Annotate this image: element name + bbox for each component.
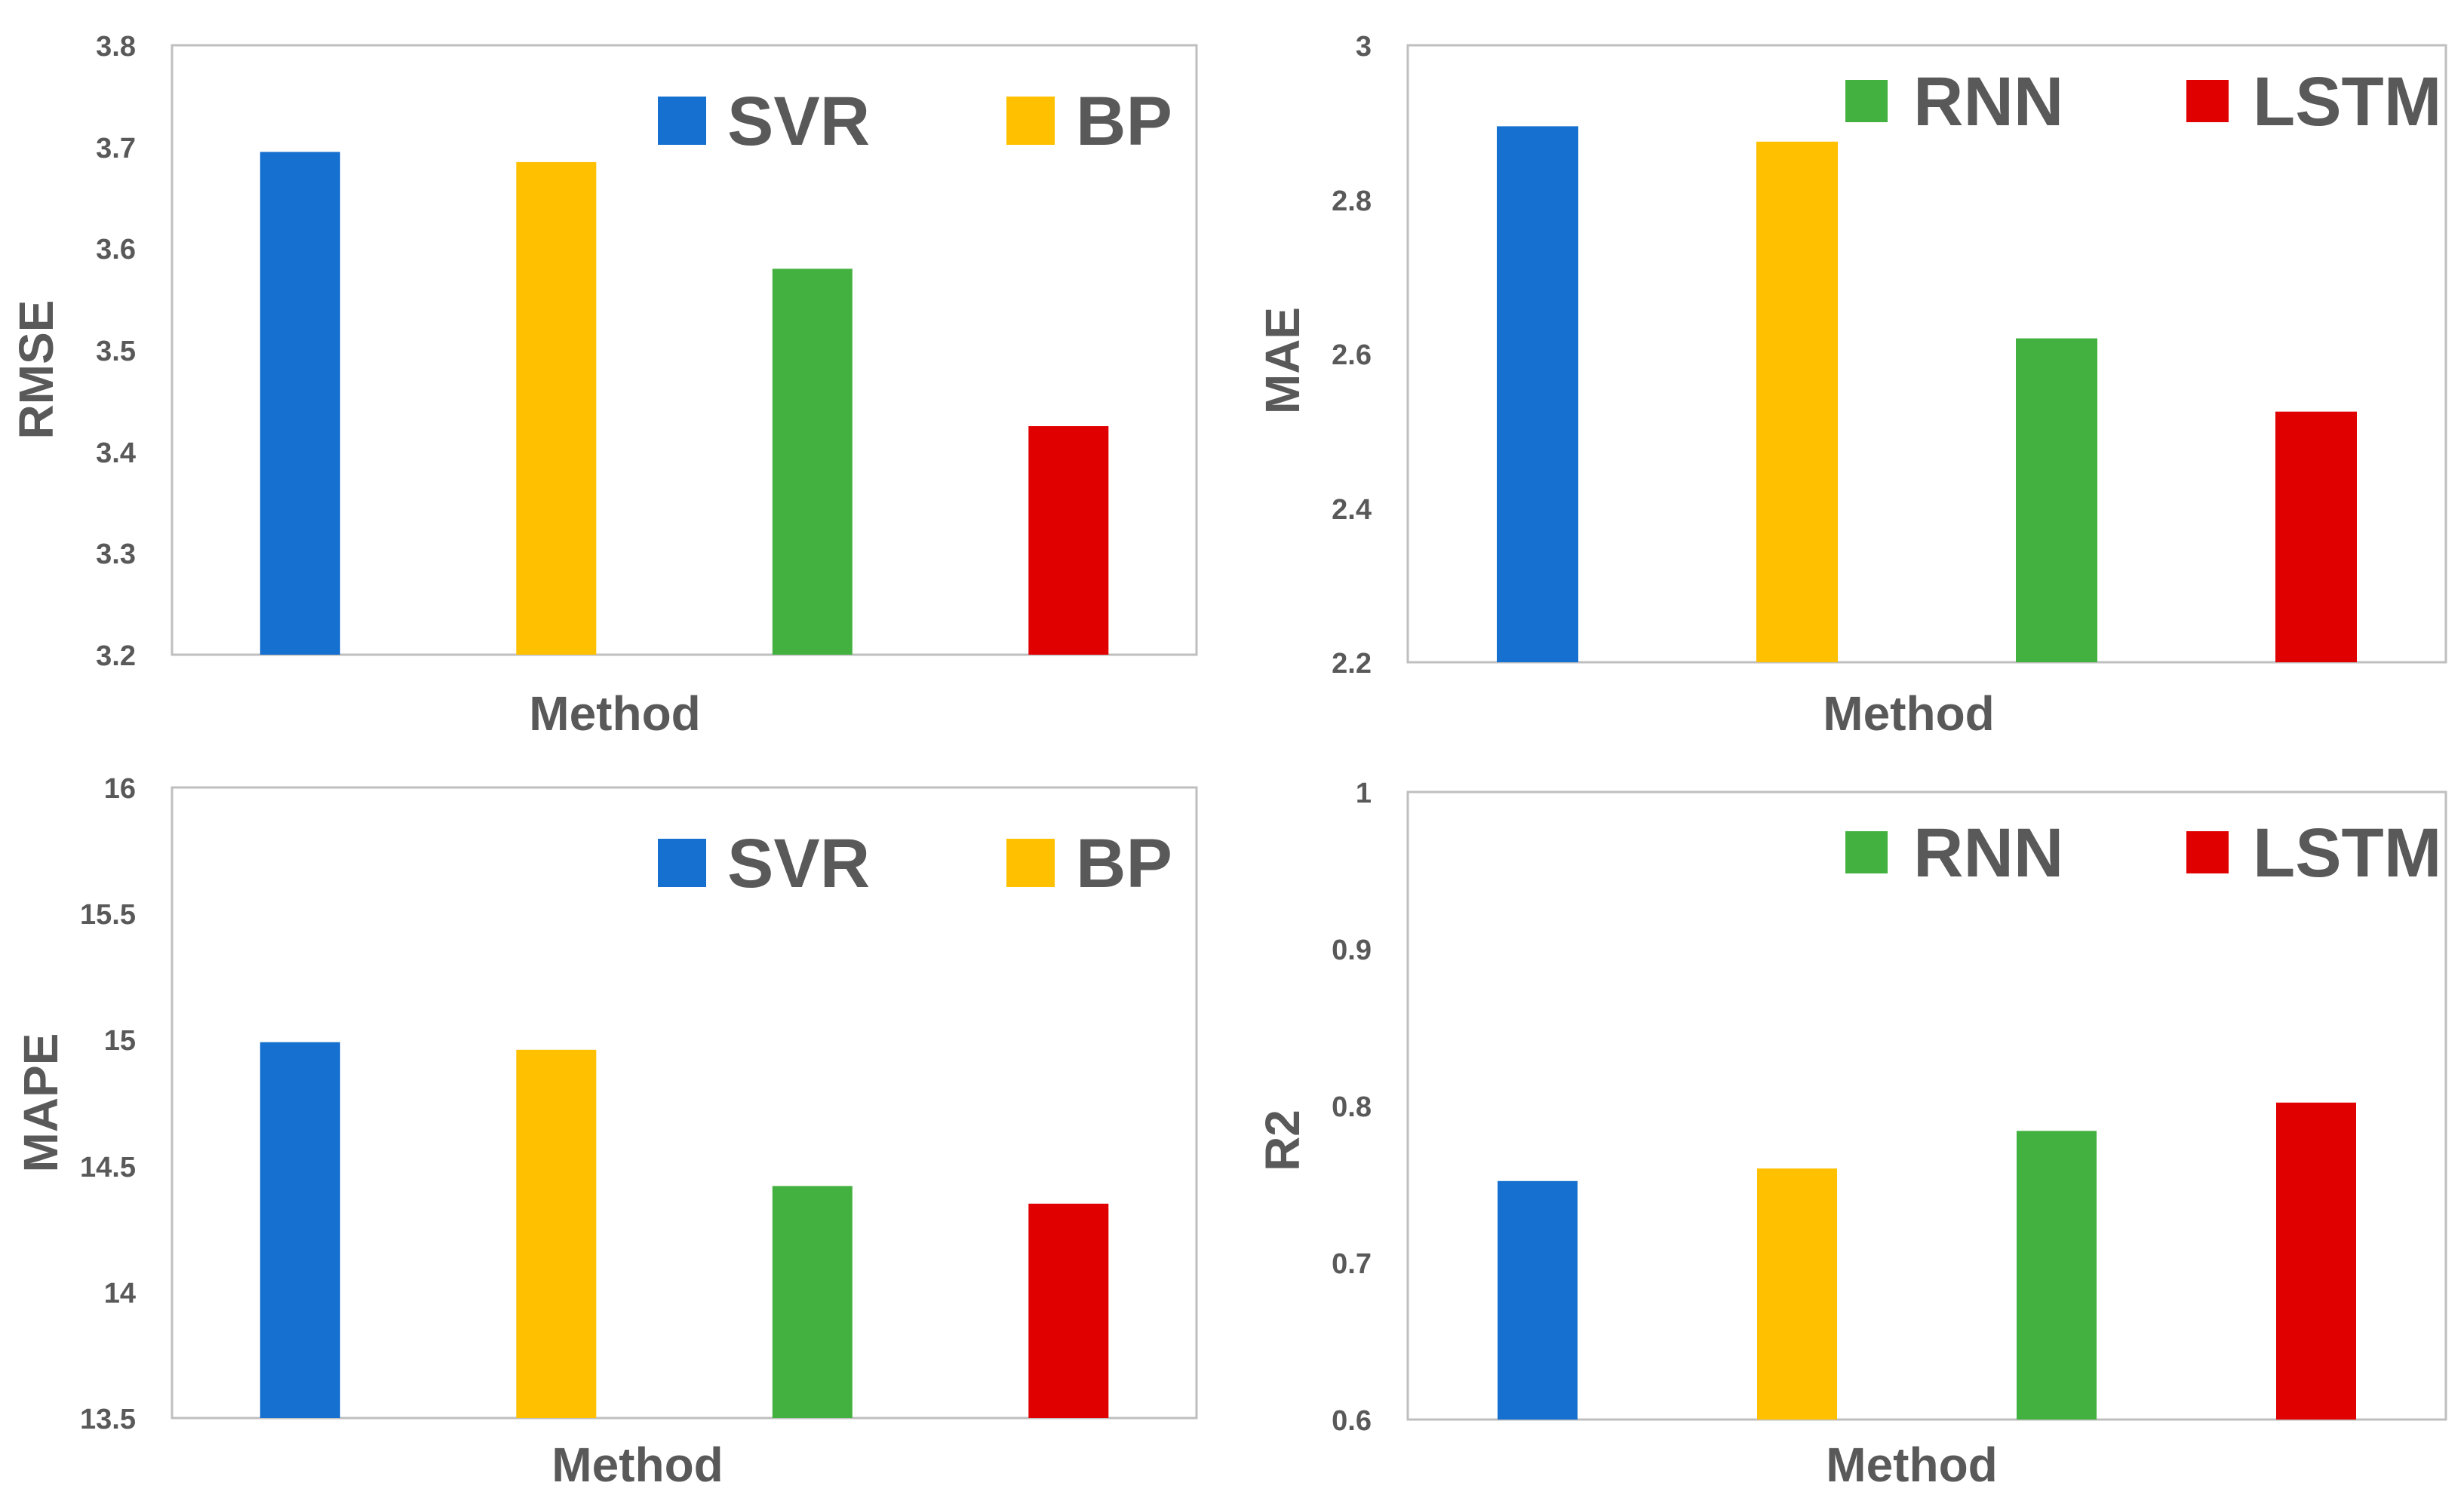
- plot-area-r2: [1406, 790, 2447, 1421]
- x-axis-title-mae: Method: [1823, 686, 1995, 741]
- chart-mape: 13.5 14 14.5 15 15.5 16 MAPE Method SVR …: [14, 773, 1198, 1492]
- legend-label-svr: SVR: [727, 825, 870, 902]
- legend-mape: SVR BP: [658, 825, 1172, 902]
- y-tick-mae-2: 2.6: [1332, 339, 1372, 371]
- bars-mae: [1497, 126, 2357, 663]
- y-tick-rmse-2: 3.4: [96, 437, 136, 469]
- y-tick-mae-0: 2.2: [1332, 648, 1372, 680]
- y-tick-r2-2: 0.8: [1332, 1091, 1372, 1123]
- bar-mae-rnn: [2016, 338, 2097, 662]
- y-axis-title-rmse: RMSE: [9, 300, 63, 440]
- bars-mape: [260, 1042, 1109, 1418]
- y-axis-ticks-rmse: 3.2 3.3 3.4 3.5 3.6 3.7 3.8: [96, 31, 136, 672]
- legend-label-svr: SVR: [727, 83, 870, 160]
- y-tick-mape-2: 14.5: [80, 1152, 136, 1183]
- y-tick-rmse-0: 3.2: [96, 640, 136, 672]
- legend-swatch-bp: [1006, 97, 1055, 145]
- y-axis-title-mae: MAE: [1255, 307, 1310, 414]
- y-tick-mae-1: 2.4: [1332, 494, 1372, 526]
- y-tick-mape-1: 14: [104, 1278, 136, 1309]
- y-axis-ticks-mape: 13.5 14 14.5 15 15.5 16: [80, 773, 136, 1435]
- bar-rmse-lstm: [1028, 426, 1109, 655]
- y-tick-mape-4: 15.5: [80, 899, 136, 931]
- y-tick-rmse-5: 3.7: [96, 133, 136, 164]
- bar-rmse-svr: [260, 152, 340, 655]
- bar-mape-rnn: [772, 1186, 853, 1418]
- legend-label-rnn: RNN: [1913, 815, 2063, 892]
- bar-mae-lstm: [2275, 411, 2357, 662]
- y-tick-rmse-1: 3.3: [96, 539, 136, 570]
- bars-r2: [1498, 1102, 2356, 1420]
- x-axis-title-rmse: Method: [529, 686, 701, 741]
- legend-r2: RNN LSTM: [1845, 815, 2441, 892]
- y-tick-rmse-4: 3.6: [96, 234, 136, 266]
- bars-rmse: [260, 152, 1109, 655]
- plot-area-mae: [1406, 44, 2447, 664]
- bar-mae-bp: [1756, 141, 1838, 663]
- legend-swatch-svr: [658, 97, 706, 145]
- bar-mape-lstm: [1028, 1203, 1109, 1418]
- chart-r2: 0.6 0.7 0.8 0.9 1 R2 Method RNN LSTM: [1255, 778, 2447, 1492]
- plot-area-mape: [171, 786, 1198, 1420]
- bar-mae-svr: [1497, 126, 1578, 662]
- y-tick-mape-3: 15: [104, 1025, 136, 1057]
- chart-mae: 2.2 2.4 2.6 2.8 3 MAE Method RNN LSTM: [1255, 31, 2447, 741]
- y-tick-mape-0: 13.5: [80, 1404, 136, 1435]
- legend-label-lstm: LSTM: [2253, 63, 2441, 140]
- legend-swatch-rnn: [1845, 80, 1888, 122]
- legend-swatch-bp: [1006, 839, 1055, 887]
- y-tick-mape-5: 16: [104, 773, 136, 805]
- legend-rmse: SVR BP: [658, 83, 1172, 160]
- y-tick-rmse-3: 3.5: [96, 336, 136, 367]
- legend-label-bp: BP: [1076, 83, 1172, 160]
- x-axis-title-mape: Method: [551, 1438, 724, 1492]
- y-tick-r2-4: 1: [1356, 778, 1372, 809]
- bar-r2-lstm: [2276, 1102, 2356, 1420]
- legend-swatch-lstm: [2186, 80, 2229, 122]
- y-axis-title-mape: MAPE: [14, 1033, 68, 1173]
- legend-swatch-lstm: [2186, 831, 2229, 873]
- bar-mape-svr: [260, 1042, 340, 1418]
- plot-area-rmse: [171, 44, 1198, 656]
- bar-rmse-bp: [516, 161, 597, 655]
- y-tick-rmse-6: 3.8: [96, 31, 136, 63]
- bar-mape-bp: [516, 1049, 597, 1418]
- y-tick-mae-4: 3: [1356, 31, 1372, 63]
- y-axis-title-r2: R2: [1255, 1110, 1310, 1171]
- x-axis-title-r2: Method: [1826, 1438, 1998, 1492]
- bar-rmse-rnn: [772, 269, 853, 655]
- bar-r2-svr: [1498, 1180, 1578, 1420]
- y-axis-ticks-r2: 0.6 0.7 0.8 0.9 1: [1332, 778, 1372, 1437]
- legend-swatch-rnn: [1845, 831, 1888, 873]
- y-tick-r2-1: 0.7: [1332, 1248, 1372, 1280]
- y-axis-ticks-mae: 2.2 2.4 2.6 2.8 3: [1332, 31, 1372, 680]
- y-tick-r2-0: 0.6: [1332, 1405, 1372, 1437]
- bar-r2-rnn: [2017, 1131, 2097, 1420]
- legend-label-rnn: RNN: [1913, 63, 2063, 140]
- bar-r2-bp: [1757, 1168, 1837, 1420]
- legend-label-bp: BP: [1076, 825, 1172, 902]
- chart-rmse: 3.2 3.3 3.4 3.5 3.6 3.7 3.8 RMSE Method …: [9, 31, 1198, 741]
- legend-mae: RNN LSTM: [1845, 63, 2441, 140]
- legend-swatch-svr: [658, 839, 706, 887]
- y-tick-r2-3: 0.9: [1332, 935, 1372, 966]
- legend-label-lstm: LSTM: [2253, 815, 2441, 892]
- y-tick-mae-3: 2.8: [1332, 186, 1372, 217]
